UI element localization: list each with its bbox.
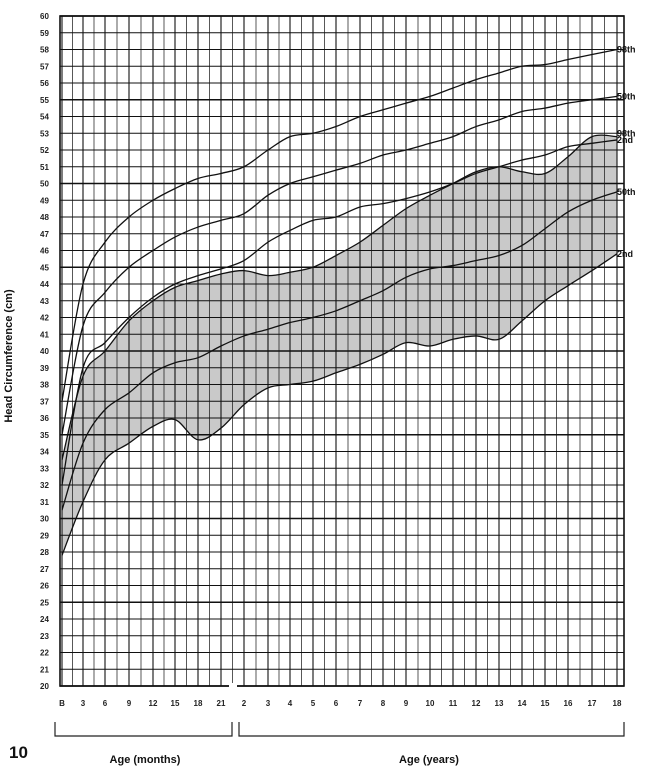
y-tick-label: 22 (40, 649, 49, 658)
y-tick-label: 24 (40, 615, 49, 624)
x-tick-label-years: 7 (358, 699, 363, 708)
series-label-50th: 50th (617, 91, 636, 101)
figure-number: 10 (9, 743, 28, 762)
y-tick-label: 37 (40, 397, 49, 406)
y-tick-label: 38 (40, 381, 49, 390)
x-tick-label-years: 6 (334, 699, 339, 708)
y-tick-label: 52 (40, 146, 49, 155)
series-label-98th: 98th (617, 45, 636, 55)
x-tick-label-years: 17 (588, 699, 597, 708)
y-tick-label: 28 (40, 548, 49, 557)
x-tick-label-years: 10 (426, 699, 435, 708)
series-line-2nd (61, 139, 618, 486)
y-tick-label: 54 (40, 113, 49, 122)
y-tick-label: 31 (40, 498, 49, 507)
y-tick-label: 60 (40, 12, 49, 21)
x-tick-label-months: 3 (81, 699, 86, 708)
x-tick-label-years: 3 (266, 699, 271, 708)
y-tick-label: 42 (40, 314, 49, 323)
series-label-2nd: 2nd (617, 135, 633, 145)
x-tick-label-years: 5 (311, 699, 316, 708)
series-line-98th (61, 48, 618, 402)
x-tick-label-years: 15 (541, 699, 550, 708)
y-tick-label: 48 (40, 213, 49, 222)
x-tick-label-months: 6 (103, 699, 108, 708)
x-tick-label-years: 12 (472, 699, 481, 708)
y-tick-label: 56 (40, 79, 49, 88)
x-axis-title-months: Age (months) (110, 754, 181, 766)
x-tick-label-years: 14 (518, 699, 527, 708)
y-tick-label: 50 (40, 180, 49, 189)
y-tick-label: 46 (40, 247, 49, 256)
series-label-98th: 98th (617, 129, 636, 139)
y-tick-label: 58 (40, 46, 49, 55)
y-tick-label: 55 (40, 96, 49, 105)
y-tick-label: 33 (40, 464, 49, 473)
y-tick-label: 35 (40, 431, 49, 440)
y-tick-label: 32 (40, 481, 49, 490)
x-tick-label-years: 4 (288, 699, 293, 708)
y-tick-label: 49 (40, 196, 49, 205)
x-tick-label-months: 9 (127, 699, 132, 708)
y-axis-ticks: 20 21 22 23 24 25 26 27 28 29 30 31 32 33 34 35 36 37 38 39… (40, 12, 49, 691)
x-tick-label-months: 18 (194, 699, 203, 708)
x-tick-label-years: 18 (613, 699, 622, 708)
y-tick-label: 30 (40, 515, 49, 524)
y-tick-label: 27 (40, 565, 49, 574)
x-tick-label-months: 21 (217, 699, 226, 708)
y-tick-label: 21 (40, 665, 49, 674)
series-label-2nd: 2nd (617, 249, 633, 259)
x-axis-ticks: B 3 6 9 12 15 18 21 2 3 4 5 6 7 8 9 10 11 12 13 14 15 16 17 18 (59, 699, 622, 708)
y-axis-title: Head Circumference (cm) (3, 289, 15, 423)
axis-break (229, 683, 237, 689)
y-tick-label: 26 (40, 582, 49, 591)
series-line-2nd (61, 253, 618, 556)
x-tick-label-months: B (59, 699, 65, 708)
y-tick-label: 34 (40, 448, 49, 457)
series-line-50th (61, 191, 618, 511)
series-lines (61, 48, 618, 556)
series-line-98th (61, 134, 618, 461)
y-tick-label: 57 (40, 62, 49, 71)
y-tick-label: 44 (40, 280, 49, 289)
y-tick-label: 45 (40, 263, 49, 272)
grid (59, 15, 625, 689)
x-axis-title-years: Age (years) (399, 754, 459, 766)
x-tick-label-years: 16 (564, 699, 573, 708)
y-tick-label: 41 (40, 330, 49, 339)
x-axis-brackets (54, 722, 625, 737)
y-tick-label: 43 (40, 297, 49, 306)
series-label-50th: 50th (617, 187, 636, 197)
y-tick-label: 47 (40, 230, 49, 239)
y-tick-label: 29 (40, 531, 49, 540)
shaded-range-band (62, 135, 617, 556)
months-bracket (54, 722, 233, 737)
y-tick-label: 53 (40, 129, 49, 138)
x-tick-label-months: 15 (171, 699, 180, 708)
x-tick-label-years: 9 (404, 699, 409, 708)
x-tick-label-years: 2 (242, 699, 247, 708)
y-tick-label: 59 (40, 29, 49, 38)
y-tick-label: 39 (40, 364, 49, 373)
y-tick-label: 36 (40, 414, 49, 423)
series-line-50th (61, 95, 618, 435)
x-tick-label-years: 13 (495, 699, 504, 708)
y-tick-label: 40 (40, 347, 49, 356)
x-tick-label-years: 11 (449, 699, 458, 708)
shaded-band-area (62, 135, 617, 556)
y-tick-label: 51 (40, 163, 49, 172)
x-tick-label-months: 12 (149, 699, 158, 708)
y-tick-label: 20 (40, 682, 49, 691)
y-tick-label: 23 (40, 632, 49, 641)
x-tick-label-years: 8 (381, 699, 386, 708)
y-tick-label: 25 (40, 598, 49, 607)
years-bracket (238, 722, 625, 737)
